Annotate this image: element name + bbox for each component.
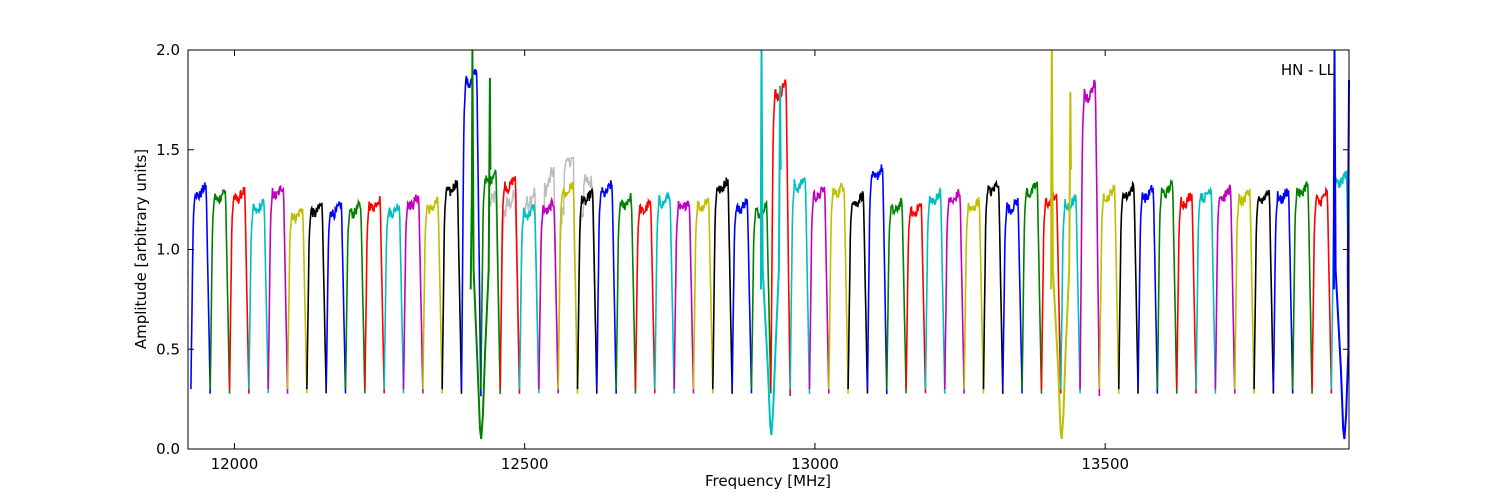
series-channel-curve — [1156, 178, 1178, 394]
series-channel-curve — [1214, 184, 1236, 394]
series-channel-curve — [731, 198, 753, 394]
series-layer — [190, 49, 1350, 440]
series-channel-curve — [344, 198, 366, 394]
series-channel-curve — [306, 202, 327, 394]
y-tick-label: 1.5 — [156, 141, 180, 159]
series-channel-curve — [944, 189, 965, 394]
x-tick-label: 13500 — [1081, 455, 1129, 473]
series-channel-curve — [692, 197, 714, 394]
series-channel-curve — [1291, 181, 1313, 394]
series-channel-curve — [712, 177, 733, 394]
series-dip-feature — [1332, 49, 1350, 440]
x-axis-title: Frequency [MHz] — [705, 472, 831, 490]
series-channel-curve — [460, 69, 482, 397]
series-channel-curve — [615, 192, 637, 394]
series-channel-curve — [924, 186, 946, 394]
series-channel-curve — [383, 203, 405, 394]
series-channel-curve — [1195, 186, 1217, 394]
series-dip-feature — [1050, 49, 1072, 440]
series-channel-curve — [828, 182, 849, 394]
series-channel-curve — [557, 181, 579, 394]
x-tick-label: 12500 — [501, 455, 549, 473]
series-channel-curve — [847, 191, 869, 394]
series-channel-curve — [1311, 186, 1333, 394]
series-channel-curve — [634, 197, 656, 394]
series-channel-curve — [789, 177, 811, 394]
series-channel-curve — [1234, 188, 1255, 394]
y-tick-label: 2.0 — [156, 41, 180, 59]
series-channel-curve — [673, 200, 695, 394]
series-channel-curve — [1079, 79, 1101, 397]
y-tick-label: 1.0 — [156, 241, 180, 259]
series-channel-curve — [499, 176, 521, 394]
series-channel-curve — [480, 169, 501, 395]
x-tick-label: 12000 — [211, 455, 259, 473]
series-channel-curve — [905, 202, 927, 394]
ticks-layer: 12000 12500 13000 13500 0.0 0.5 1.0 1.5 2.0 — [156, 41, 1349, 473]
series-channel-curve — [596, 180, 617, 394]
series-channel-curve — [1137, 184, 1159, 394]
series-channel-curve — [1253, 189, 1275, 394]
series-channel-curve — [286, 207, 308, 394]
series-channel-curve — [209, 189, 231, 394]
series-channel-curve — [1118, 180, 1139, 394]
series-channel-curve — [654, 191, 675, 394]
series-channel-curve — [228, 186, 250, 394]
series-channel-curve — [402, 194, 424, 394]
series-channel-curve — [190, 182, 211, 394]
series-channel-curve — [1098, 184, 1120, 394]
series-channel-curve — [538, 196, 559, 394]
series-channel-curve — [982, 179, 1004, 394]
series-channel-curve — [422, 196, 443, 394]
series-channel-curve — [1021, 181, 1043, 394]
y-tick-label: 0.5 — [156, 340, 180, 358]
x-tick-label: 13000 — [791, 455, 839, 473]
series-channel-curve — [866, 164, 888, 395]
series-channel-curve — [808, 186, 830, 394]
y-tick-label: 0.0 — [156, 440, 180, 458]
series-channel-curve — [325, 201, 347, 394]
plot-annotation: HN - LL — [1281, 61, 1336, 79]
series-dip-feature — [760, 49, 782, 436]
series-channel-curve — [364, 196, 385, 394]
series-channel-curve — [1176, 192, 1197, 394]
series-channel-curve — [518, 203, 540, 394]
series-channel-curve — [1002, 197, 1023, 394]
y-axis-title: Amplitude [arbitrary units] — [132, 149, 150, 349]
series-channel-curve — [1272, 188, 1294, 394]
series-channel-curve — [886, 197, 907, 394]
series-channel-curve — [441, 180, 463, 394]
series-dip-feature — [469, 49, 492, 440]
series-channel-curve — [248, 198, 269, 394]
series-channel-curve — [267, 184, 289, 394]
series-channel-curve — [576, 186, 598, 394]
series-channel-curve — [963, 197, 985, 394]
